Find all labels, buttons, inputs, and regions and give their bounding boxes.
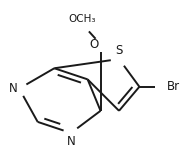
Text: N: N [66,135,75,148]
Text: N: N [9,82,17,95]
Text: O: O [89,38,99,51]
Text: OCH₃: OCH₃ [68,14,96,24]
Text: Br: Br [167,80,180,93]
Text: S: S [115,44,123,57]
